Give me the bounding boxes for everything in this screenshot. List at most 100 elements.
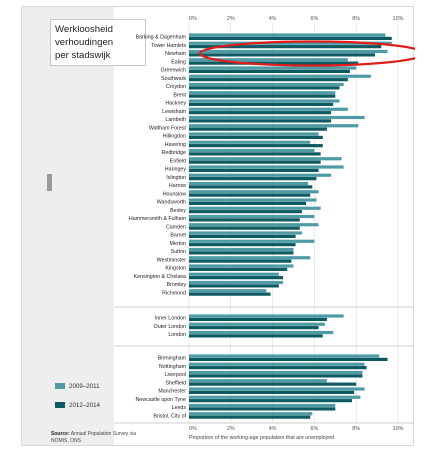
category-label-lambeth: Lambeth: [165, 117, 186, 123]
category-label-hillingdon: Hillingdon: [163, 134, 186, 140]
bar-2009-2011-sutton: [189, 247, 294, 252]
bar-2012-2014-hillingdon: [189, 135, 323, 139]
category-label-london: London: [168, 332, 186, 338]
bar-2009-2011-hillingdon: [189, 132, 319, 136]
x-tick-label-top: 4%: [269, 16, 277, 22]
bar-2009-2011-inner-london: [189, 314, 344, 318]
bar-2009-2011-liverpool: [189, 370, 363, 375]
category-label-outer-london: Outer London: [154, 324, 186, 330]
bar-2009-2011-islington: [189, 173, 332, 177]
bar-2009-2011-merton: [189, 239, 315, 243]
bar-2012-2014-bristol-city-of: [189, 415, 311, 419]
bar-2009-2011-barking-dagenham: [189, 33, 386, 37]
bar-2009-2011-richmond: [189, 289, 267, 293]
bar-2009-2011-westminster: [189, 256, 311, 260]
bar-2012-2014-enfield: [189, 160, 321, 164]
x-tick-label-top: 2%: [227, 16, 235, 22]
category-label-kensington-chelsea: Kensington & Chelsea: [134, 274, 186, 280]
category-label-leeds: Leeds: [172, 405, 187, 411]
bar-2009-2011-harrow: [189, 181, 309, 186]
bar-2012-2014-merton: [189, 243, 296, 247]
bar-2009-2011-lewisham: [189, 107, 348, 111]
bar-2009-2011-hackney: [189, 99, 340, 103]
category-label-newcastle-upon-tyne: Newcastle upon Tyne: [135, 397, 186, 403]
bar-2012-2014-sheffield: [189, 382, 357, 386]
category-label-bromley: Bromley: [167, 282, 187, 288]
category-label-brent: Brent: [173, 92, 186, 98]
category-label-hammersmith-fulham: Hammersmith & Fulham: [129, 216, 187, 222]
category-label-greenwich: Greenwich: [161, 68, 186, 74]
legend-swatch-2009-2011: [55, 383, 65, 390]
scroll-handle[interactable]: [47, 174, 52, 191]
bar-2012-2014-bromley: [189, 284, 279, 288]
bar-2009-2011-outer-london: [189, 322, 325, 326]
chart-title-box: Werkloosheid verhoudingen per stadswijk: [50, 19, 146, 66]
category-label-southwark: Southwark: [161, 76, 186, 82]
bar-2012-2014-westminster: [189, 259, 292, 263]
bar-2009-2011-sheffield: [189, 379, 327, 383]
category-label-enfield: Enfield: [170, 158, 186, 164]
category-label-hackney: Hackney: [165, 101, 186, 107]
category-label-newham: Newham: [165, 51, 186, 57]
bar-2012-2014-leeds: [189, 407, 336, 411]
x-tick-label-bottom: 2%: [227, 426, 235, 432]
category-label-havering: Havering: [165, 142, 186, 148]
x-tick-label-bottom: 8%: [352, 426, 360, 432]
bar-2009-2011-kingston: [189, 264, 294, 268]
bar-2012-2014-harrow: [189, 185, 313, 189]
report-page: Werkloosheid verhoudingen per stadswijk …: [21, 6, 415, 446]
x-tick-label-top: 8%: [352, 16, 360, 22]
bar-2012-2014-tower-hamlets: [189, 45, 382, 49]
category-label-tower-hamlets: Tower Hamlets: [151, 43, 186, 49]
x-tick-label-bottom: 6%: [311, 426, 319, 432]
x-tick-label-top: 10%: [393, 16, 404, 22]
category-label-barnet: Barnet: [170, 233, 186, 239]
bar-2009-2011-kensington-chelsea: [189, 272, 279, 276]
category-label-barking-dagenham: Barking & Dagenham: [136, 35, 187, 41]
bar-2012-2014-bexley: [189, 210, 302, 214]
bar-2012-2014-brent: [189, 94, 336, 98]
bar-2009-2011-waltham-forest: [189, 124, 359, 128]
source-text: Annual Population Survey via NOMIS, ONS: [51, 431, 137, 444]
bar-2009-2011-barnet: [189, 231, 302, 235]
bar-2009-2011-hammersmith-fulham: [189, 214, 315, 219]
bar-2009-2011-manchester: [189, 387, 365, 391]
category-label-wandsworth: Wandsworth: [157, 200, 186, 206]
bar-2012-2014-islington: [189, 177, 317, 181]
bar-2012-2014-liverpool: [189, 374, 363, 378]
bar-2009-2011-enfield: [189, 157, 342, 161]
bar-2009-2011-croydon: [189, 82, 344, 87]
bar-2009-2011-brent: [189, 91, 336, 95]
bar-2012-2014-lambeth: [189, 119, 332, 123]
bar-2012-2014-croydon: [189, 86, 340, 90]
bar-2012-2014-newcastle-upon-tyne: [189, 399, 353, 403]
legend-item-2012-2014: 2012–2014: [55, 402, 100, 409]
category-label-birmingham: Birmingham: [158, 356, 187, 362]
legend-label-2012-2014: 2012–2014: [69, 402, 100, 409]
x-tick-label-bottom: 4%: [269, 426, 277, 432]
category-label-redbridge: Redbridge: [162, 150, 186, 156]
bar-2012-2014-southwark: [189, 78, 348, 82]
sidebar-panel: [22, 7, 114, 445]
category-label-sheffield: Sheffield: [165, 380, 186, 386]
bar-2009-2011-haringey: [189, 165, 344, 169]
bar-2009-2011-hounslow: [189, 190, 319, 194]
bar-2012-2014-london: [189, 334, 323, 338]
bar-2012-2014-waltham-forest: [189, 127, 327, 131]
bar-2009-2011-redbridge: [189, 148, 315, 153]
bar-2012-2014-havering: [189, 144, 323, 148]
category-label-kingston: Kingston: [165, 266, 186, 272]
highlight-ellipse: [198, 40, 415, 67]
category-label-hounslow: Hounslow: [163, 191, 186, 197]
category-label-lewisham: Lewisham: [162, 109, 186, 115]
bar-2012-2014-wandsworth: [189, 201, 307, 205]
bar-2009-2011-bexley: [189, 206, 321, 210]
category-label-richmond: Richmond: [162, 290, 186, 296]
legend-item-2009-2011: 2009–2011: [55, 383, 100, 390]
bar-2012-2014-barnet: [189, 234, 296, 238]
source-label: Source:: [51, 431, 70, 437]
bar-2012-2014-inner-london: [189, 317, 327, 321]
bar-2009-2011-southwark: [189, 74, 371, 78]
source-note: Source: Annual Population Survey via NOM…: [51, 431, 141, 444]
category-label-bexley: Bexley: [170, 208, 186, 214]
